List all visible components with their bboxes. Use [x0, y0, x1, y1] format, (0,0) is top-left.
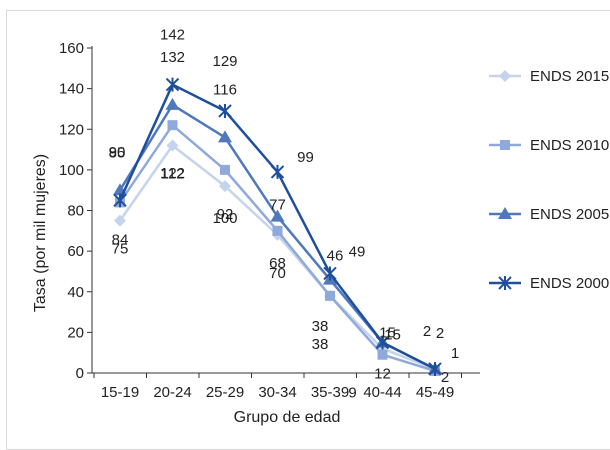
data-point [114, 214, 126, 227]
y-tick-label: 140 [59, 81, 84, 98]
data-point [219, 180, 231, 193]
data-label: 15 [384, 327, 401, 344]
data-label: 38 [312, 318, 329, 335]
data-point [165, 77, 180, 92]
x-axis-title: Grupo de edad [234, 409, 341, 426]
data-label: 77 [269, 197, 286, 214]
data-label: 84 [112, 231, 129, 248]
x-tick-label: 25-29 [206, 384, 244, 401]
series-ends-2000 [113, 77, 442, 376]
data-label: 15 [379, 325, 396, 342]
y-tick-label: 80 [67, 203, 84, 220]
legend-entry: ENDS 2010 [489, 137, 609, 154]
data-point [166, 139, 179, 152]
data-point [113, 193, 127, 208]
data-label: 46 [327, 248, 344, 265]
legend-marker [499, 70, 511, 82]
legend-entry: ENDS 2000 [489, 275, 609, 292]
data-point [272, 225, 283, 236]
data-label: 9 [348, 385, 356, 402]
legend-entry: ENDS 2015 [489, 68, 609, 85]
data-label: 116 [213, 81, 237, 98]
data-point [270, 209, 285, 222]
y-tick-label: 60 [67, 243, 84, 260]
data-label: 1 [451, 345, 459, 362]
data-point [375, 335, 390, 350]
data-label: 99 [297, 149, 314, 166]
legend-marker [500, 140, 510, 150]
data-point [220, 164, 230, 175]
y-tick-label: 40 [67, 284, 84, 301]
y-tick-label: 100 [59, 162, 84, 179]
legend-marker [498, 207, 512, 219]
data-point [323, 266, 337, 281]
legend-label: ENDS 2005 [530, 206, 609, 223]
y-tick-label: 160 [59, 40, 84, 57]
data-label: 112 [161, 166, 185, 183]
y-tick-label: 20 [67, 324, 84, 341]
x-tick-label: 40-44 [363, 384, 401, 401]
y-axis: 0 20 40 60 80 100 120 140 160 [59, 40, 93, 382]
legend-marker [498, 276, 512, 290]
data-label: 90 [109, 144, 126, 161]
data-point [270, 164, 285, 179]
legend-entry: ENDS 2005 [489, 206, 609, 223]
data-label: 70 [269, 265, 286, 282]
data-label: 100 [212, 210, 237, 227]
x-tick-label: 20-24 [153, 384, 191, 401]
data-label: 142 [160, 27, 185, 44]
x-tick-label: 35-39 [311, 384, 349, 401]
data-label: 122 [160, 165, 185, 182]
data-point [377, 349, 388, 360]
data-label: 12 [374, 366, 391, 383]
series-layer [113, 77, 442, 376]
line-chart: 0 20 40 60 80 100 120 140 160 15-19 20-24 25-29 30-… [32, 27, 609, 426]
data-label: 2 [436, 325, 444, 342]
data-point [218, 130, 232, 143]
data-label: 49 [349, 243, 366, 260]
x-tick-label: 15-19 [101, 384, 139, 401]
x-tick-label: 45-49 [416, 384, 454, 401]
data-label: 92 [217, 206, 234, 223]
data-label: 85 [109, 144, 126, 161]
data-point [325, 290, 335, 301]
data-label: 68 [269, 255, 286, 272]
legend-label: ENDS 2000 [530, 275, 609, 292]
data-label: 38 [312, 336, 329, 353]
legend-label: ENDS 2010 [530, 137, 609, 154]
x-tick-label: 30-34 [258, 384, 296, 401]
data-point [167, 120, 178, 131]
data-label: 2 [441, 369, 449, 386]
x-axis: 15-19 20-24 25-29 30-34 35-39 40-44 45-49 [92, 372, 480, 401]
data-point [428, 361, 442, 376]
data-point [165, 97, 180, 110]
data-label: 2 [423, 323, 431, 340]
legend-label: ENDS 2015 [530, 68, 609, 85]
data-label: 132 [160, 49, 185, 66]
legend: ENDS 2015 ENDS 2010 ENDS 2005 ENDS 2000 [489, 68, 609, 292]
y-tick-label: 0 [76, 365, 84, 382]
data-label: 129 [212, 53, 237, 70]
y-tick-label: 120 [59, 121, 84, 138]
data-label: 75 [112, 241, 129, 258]
y-axis-title: Tasa (por mil mujeres) [32, 154, 49, 312]
data-point [218, 103, 232, 118]
